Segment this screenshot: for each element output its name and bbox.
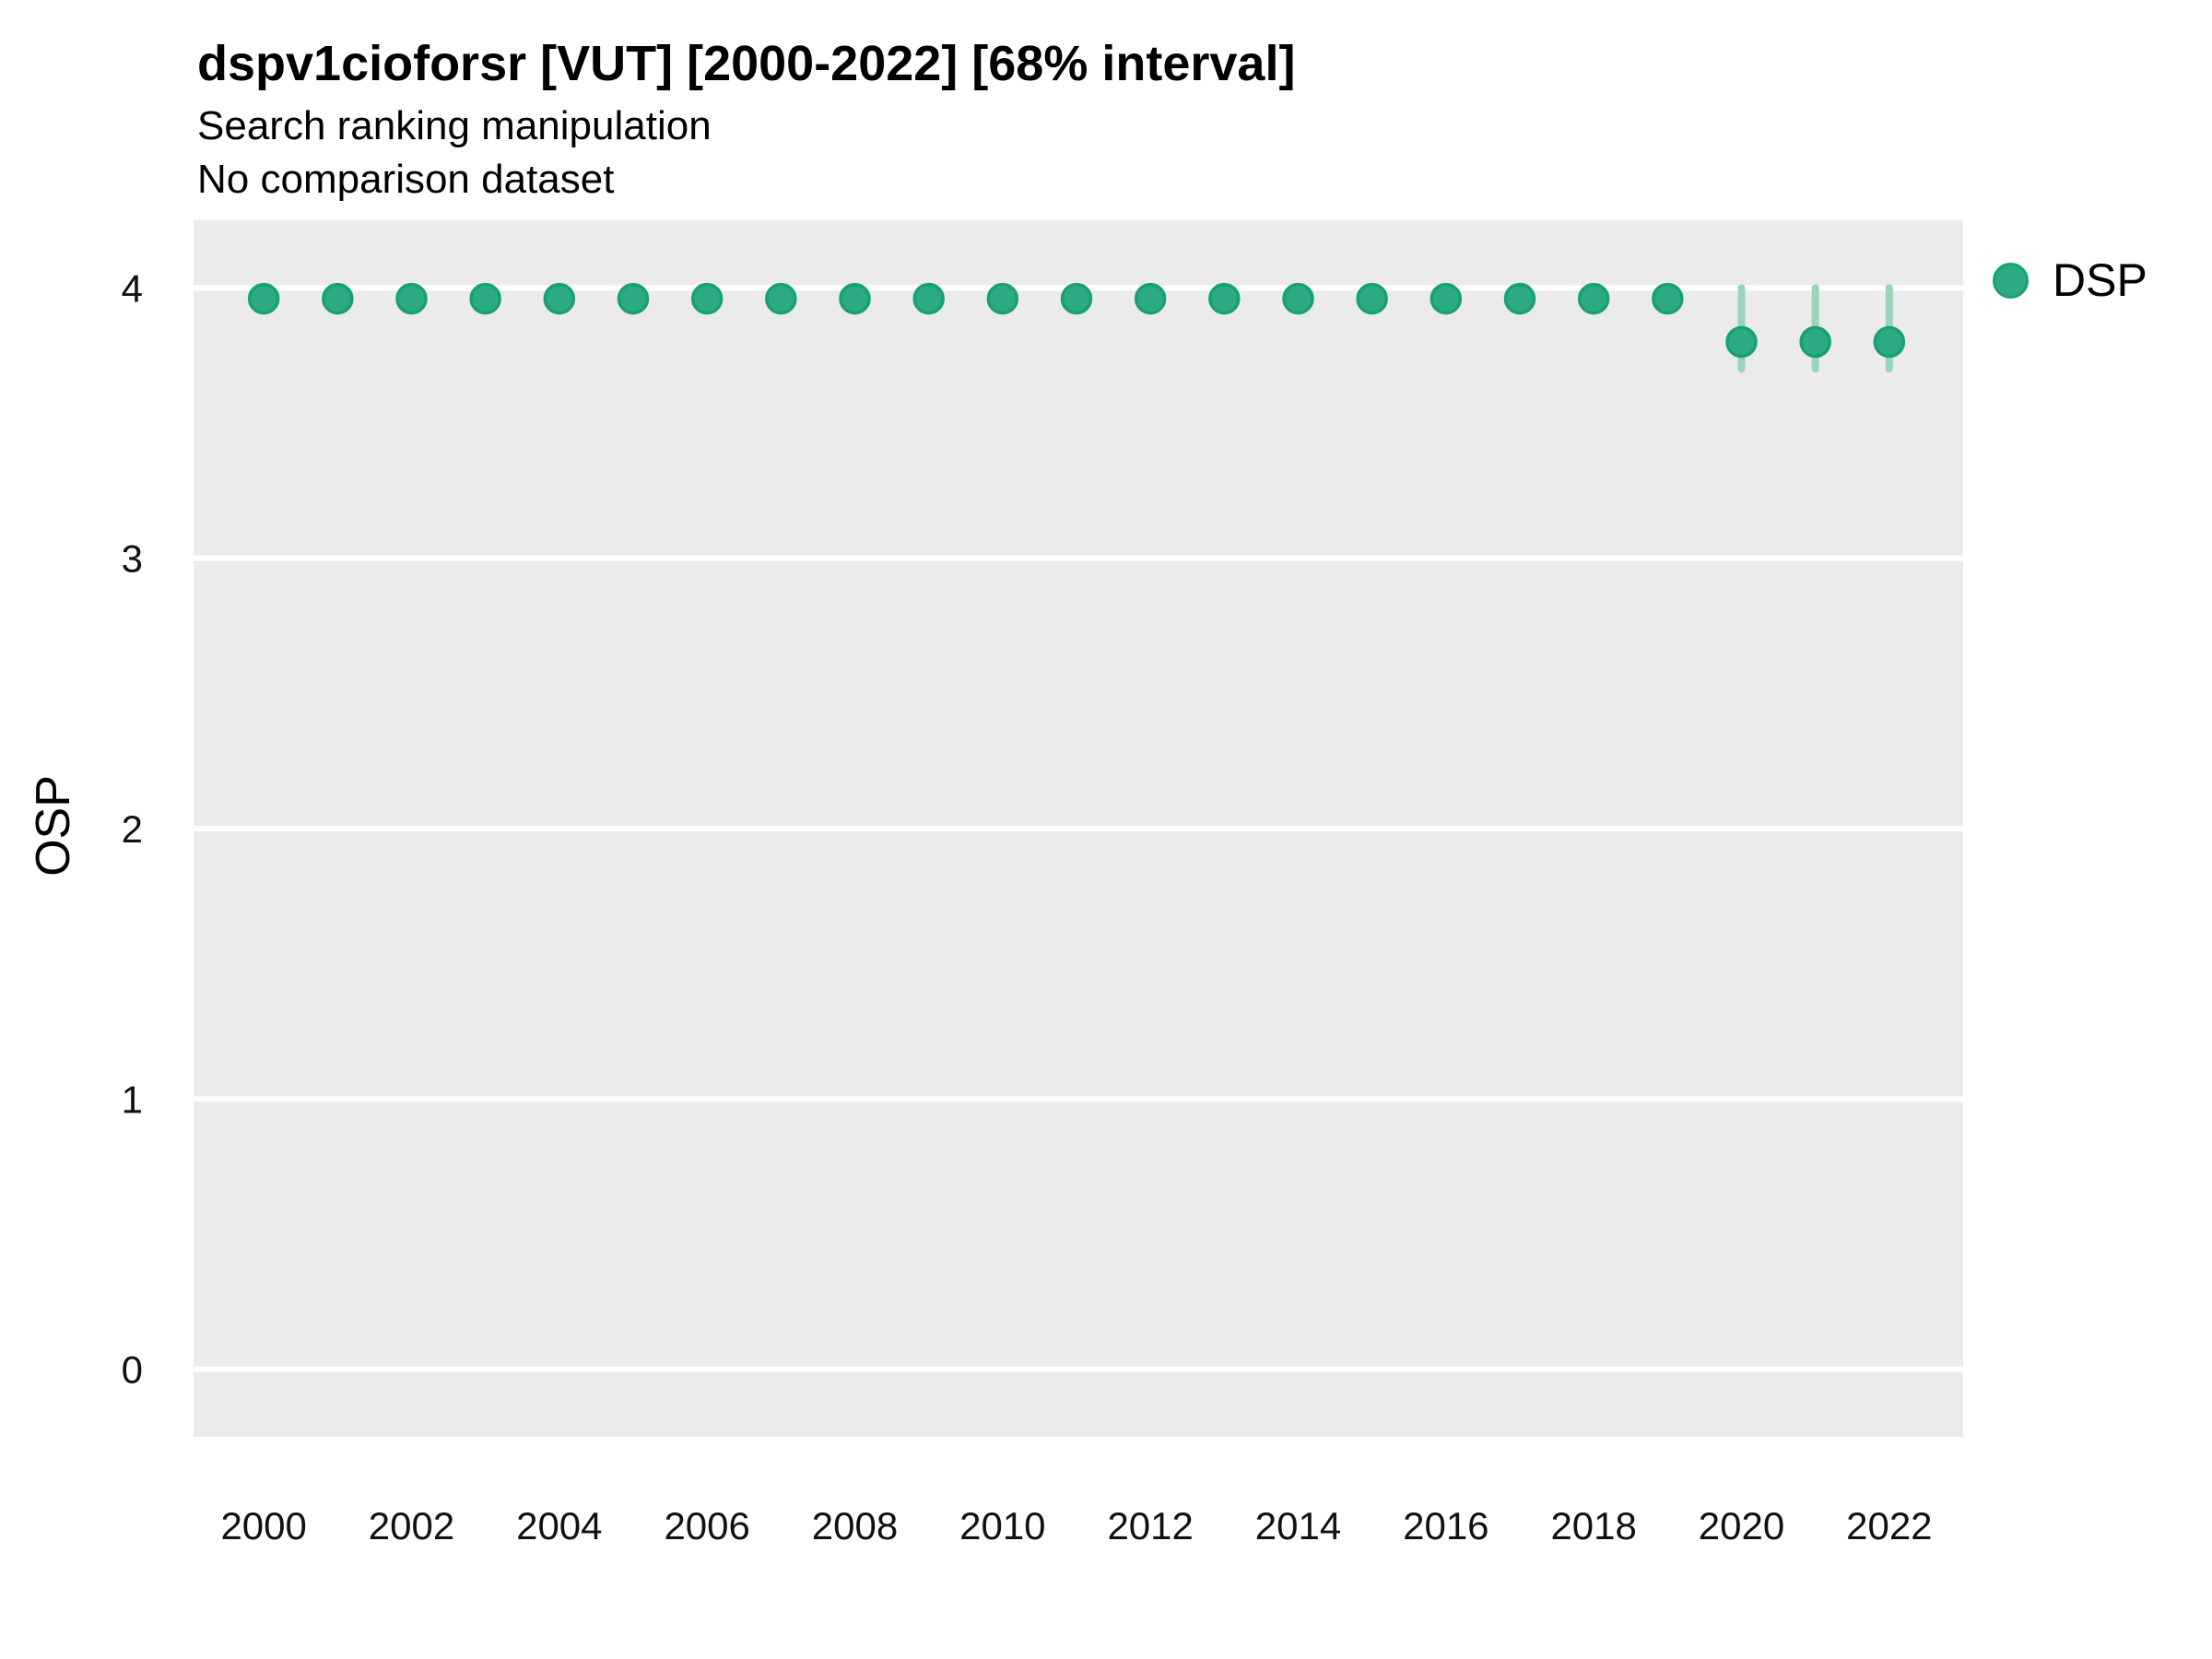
data-point <box>1503 282 1536 315</box>
data-point <box>986 282 1019 315</box>
data-point <box>1060 282 1093 315</box>
chart-note: No comparison dataset <box>197 157 615 202</box>
data-point <box>912 282 945 315</box>
y-tick-label: 3 <box>122 537 143 581</box>
x-tick-label: 2000 <box>220 1504 306 1547</box>
data-point <box>1873 325 1906 359</box>
y-tick-label: 0 <box>122 1348 143 1392</box>
x-tick-label: 2006 <box>664 1504 749 1547</box>
chart-subtitle: Search ranking manipulation <box>197 103 712 148</box>
chart-title: dspv1cioforsr [VUT] [2000-2022] [68% int… <box>197 36 1296 91</box>
y-axis-label: OSP <box>27 775 80 877</box>
data-point <box>1799 325 1831 359</box>
x-tick-label: 2008 <box>812 1504 898 1547</box>
data-point <box>1430 282 1463 315</box>
data-point <box>395 282 428 315</box>
data-point <box>1577 282 1610 315</box>
x-tick-label: 2004 <box>516 1504 602 1547</box>
data-point <box>1356 282 1388 315</box>
y-tick-label: 2 <box>122 807 143 851</box>
data-point <box>690 282 724 315</box>
x-tick-label: 2016 <box>1403 1504 1488 1547</box>
x-tick-label: 2020 <box>1699 1504 1784 1547</box>
legend-label: DSP <box>2053 254 2147 306</box>
x-tick-label: 2012 <box>1107 1504 1193 1547</box>
x-tick-label: 2010 <box>959 1504 1045 1547</box>
y-tick-label: 1 <box>122 1077 143 1121</box>
data-point <box>1282 282 1314 315</box>
data-point <box>1725 325 1758 359</box>
y-tick-label: 4 <box>122 266 143 310</box>
data-point <box>1208 282 1241 315</box>
data-point <box>247 282 280 315</box>
data-point <box>1134 282 1167 315</box>
x-tick-label: 2002 <box>369 1504 454 1547</box>
data-point <box>617 282 650 315</box>
data-point <box>839 282 871 315</box>
x-tick-label: 2022 <box>1846 1504 1932 1547</box>
data-point <box>469 282 501 315</box>
legend: DSP <box>1993 253 2147 307</box>
x-tick-label: 2014 <box>1255 1504 1341 1547</box>
data-point <box>765 282 797 315</box>
data-point <box>543 282 576 315</box>
data-point <box>322 282 354 315</box>
legend-marker-icon <box>1993 262 2029 299</box>
data-point <box>1652 282 1684 315</box>
x-tick-label: 2018 <box>1550 1504 1636 1547</box>
